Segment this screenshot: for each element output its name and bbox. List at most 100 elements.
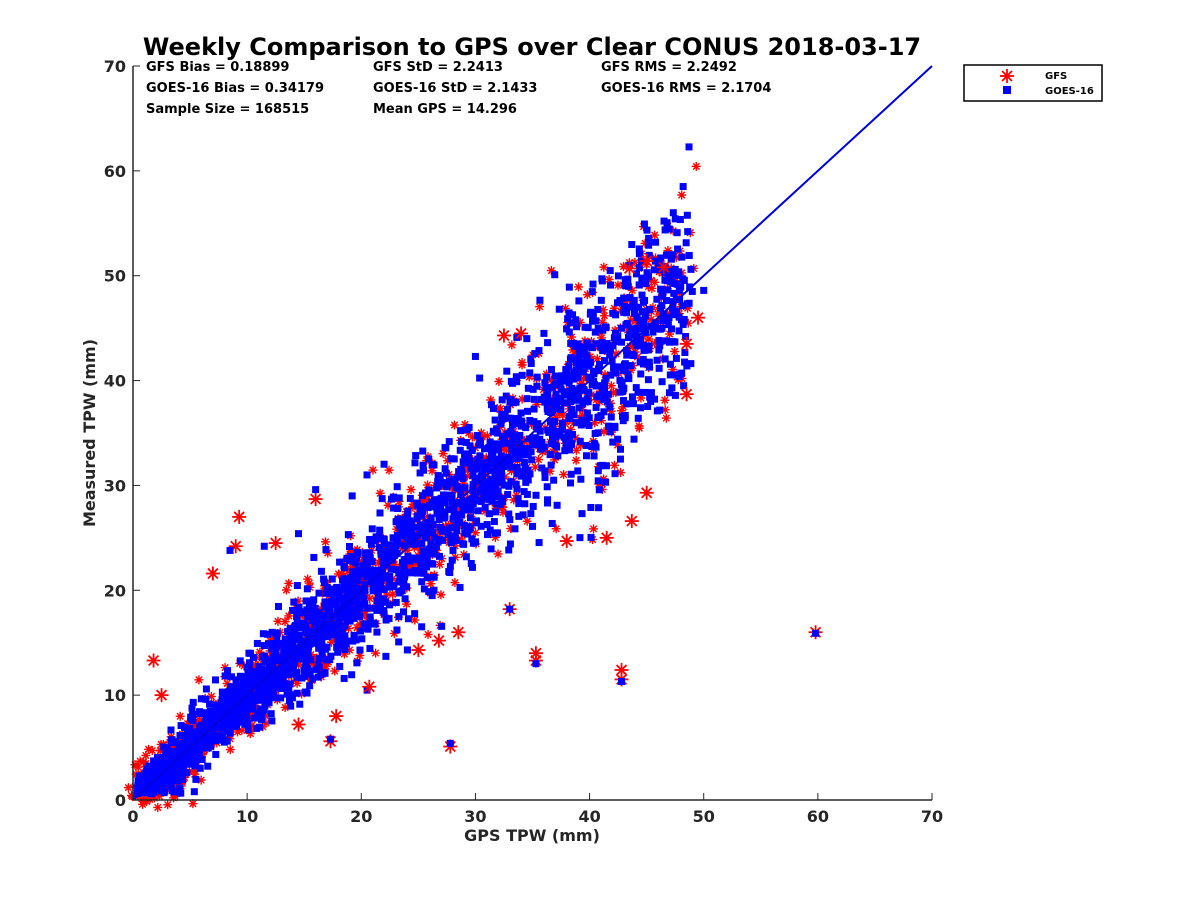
goes-cloud-point (512, 373, 520, 381)
goes-cloud-point (142, 773, 150, 781)
gfs-outlier-point (496, 328, 511, 343)
goes-cloud-point (197, 695, 205, 703)
goes-cloud-point (565, 362, 573, 370)
goes-cloud-point (588, 344, 596, 352)
goes-cloud-point (406, 494, 414, 502)
goes-cloud-point (206, 738, 214, 746)
goes-cloud-point (303, 585, 311, 593)
goes-cloud-point (481, 445, 489, 453)
goes-cloud-point (476, 437, 484, 445)
gfs-cloud-point (194, 675, 204, 685)
goes-cloud-point (427, 560, 435, 568)
goes-cloud-point (310, 553, 318, 561)
goes-cloud-point (666, 371, 674, 379)
goes-cloud-point (341, 646, 349, 654)
goes-cloud-point (557, 385, 565, 393)
goes-cloud-point (536, 427, 544, 435)
goes-cloud-point (524, 384, 532, 392)
goes-cloud-point (287, 702, 295, 710)
goes-cloud-point (343, 554, 351, 562)
goes-cloud-point (184, 729, 192, 737)
goes-cloud-point (511, 525, 519, 533)
goes-cloud-point (285, 686, 293, 694)
goes-cloud-point (535, 347, 543, 355)
goes-cloud-point (451, 532, 459, 540)
goes-cloud-point (665, 314, 673, 322)
goes-cloud-point (522, 451, 530, 459)
goes-cloud-point (448, 498, 456, 506)
goes-cloud-point (416, 507, 424, 515)
goes-cloud-point (610, 364, 618, 372)
goes-cloud-point (508, 445, 516, 453)
goes-cloud-point (202, 685, 210, 693)
goes-cloud-point (447, 539, 455, 547)
goes-cloud-point (358, 635, 366, 643)
goes-cloud-point (371, 537, 379, 545)
goes-cloud-point (441, 499, 449, 507)
goes-cloud-point (293, 689, 301, 697)
gfs-cloud-point (534, 455, 544, 465)
goes-cloud-point (376, 509, 384, 517)
goes-cloud-point (527, 448, 535, 456)
goes-cloud-point (584, 398, 592, 406)
gfs-outlier-point (691, 310, 706, 325)
goes-cloud-point (665, 272, 673, 280)
goes-cloud-point (569, 431, 577, 439)
goes-cloud-point (201, 718, 209, 726)
goes-cloud-point (491, 485, 499, 493)
goes-cloud-point (350, 633, 358, 641)
goes-cloud-point (457, 438, 465, 446)
goes-cloud-point (219, 710, 227, 718)
goes-cloud-point (606, 351, 614, 359)
goes-cloud-point (209, 715, 217, 723)
goes-cloud-point (225, 692, 233, 700)
goes-cloud-point (491, 472, 499, 480)
goes-cloud-point (363, 604, 371, 612)
goes-cloud-point (452, 537, 460, 545)
goes-cloud-point (212, 750, 220, 758)
goes-cloud-point (547, 418, 555, 426)
goes-cloud-point (548, 434, 556, 442)
goes-cloud-point (425, 486, 433, 494)
goes-cloud-point (362, 573, 370, 581)
goes-cloud-point (529, 522, 537, 530)
goes-cloud-point (164, 772, 172, 780)
goes-cloud-point (527, 510, 535, 518)
goes-cloud-point (361, 549, 369, 557)
goes-cloud-point (315, 589, 323, 597)
goes-cloud-point (176, 732, 184, 740)
goes-cloud-point (491, 529, 499, 537)
goes-cloud-point (167, 747, 175, 755)
goes-cloud-point (268, 628, 276, 636)
goes-cloud-point (541, 398, 549, 406)
x-tick-label: 0 (127, 807, 138, 826)
goes-cloud-point (508, 455, 516, 463)
goes-cloud-point (606, 267, 614, 275)
goes-cloud-point (611, 422, 619, 430)
goes-cloud-point (643, 269, 651, 277)
goes-cloud-point (609, 438, 617, 446)
goes-cloud-point (423, 523, 431, 531)
goes-cloud-point (675, 327, 683, 335)
stat-text: GFS StD = 2.2413 (373, 60, 503, 75)
gfs-outlier-point (205, 566, 220, 581)
goes-cloud-point (602, 374, 610, 382)
goes-cloud-point (328, 600, 336, 608)
goes-cloud-point (645, 241, 653, 249)
goes-cloud-point (433, 508, 441, 516)
goes-cloud-point (326, 656, 334, 664)
goes-cloud-point (430, 573, 438, 581)
goes-cloud-point (278, 665, 286, 673)
goes-cloud-point (667, 255, 675, 263)
goes-cloud-point (551, 372, 559, 380)
goes-cloud-point (272, 654, 280, 662)
goes-cloud-point (425, 588, 433, 596)
goes-cloud-point (336, 662, 344, 670)
goes-cloud-point (620, 366, 628, 374)
goes-cloud-point (459, 474, 467, 482)
goes-cloud-point (495, 493, 503, 501)
goes-cloud-point (677, 283, 685, 291)
goes-cloud-point (400, 564, 408, 572)
goes-cloud-point (456, 583, 464, 591)
goes-cloud-point (476, 488, 484, 496)
